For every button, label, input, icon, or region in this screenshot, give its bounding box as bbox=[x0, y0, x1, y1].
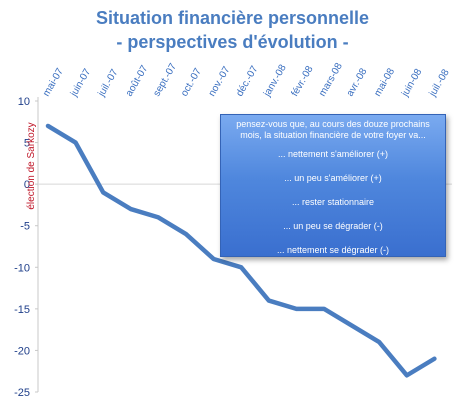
y-tick-label: -5 bbox=[20, 221, 30, 233]
answer-option: ... un peu s'améliorer (+) bbox=[284, 173, 382, 183]
x-tick-label: mai-07 bbox=[41, 66, 66, 98]
y-tick-label: -10 bbox=[14, 262, 30, 274]
chart-subtitle: - perspectives d'évolution - bbox=[116, 32, 349, 52]
y-tick-label: -15 bbox=[14, 304, 30, 316]
x-tick-label: oct.-07 bbox=[179, 66, 204, 98]
y-tick-label: -20 bbox=[14, 345, 30, 357]
x-tick-label: févr.-08 bbox=[289, 64, 315, 99]
answer-option: ... nettement se dégrader (-) bbox=[276, 245, 390, 255]
x-tick-label: janv.-08 bbox=[261, 62, 289, 99]
question-text: pensez-vous que, au cours des douze proc… bbox=[236, 119, 430, 140]
x-tick-label: juin-07 bbox=[68, 67, 93, 100]
x-tick-label: juin-08 bbox=[399, 67, 424, 100]
y-tick-label: 0 bbox=[24, 179, 30, 191]
y-tick-label: 10 bbox=[18, 96, 30, 108]
answer-option: ... nettement s'améliorer (+) bbox=[277, 149, 388, 159]
x-tick-label: août-07 bbox=[124, 63, 151, 98]
x-tick-label: juil.-08 bbox=[427, 67, 452, 99]
x-tick-label: mars-08 bbox=[317, 61, 345, 99]
question-box: pensez-vous que, au cours des douze proc… bbox=[220, 114, 446, 257]
answer-option: ... rester stationnaire bbox=[291, 197, 375, 207]
x-tick-label: juil.-07 bbox=[96, 67, 121, 99]
x-tick-label: déc.-07 bbox=[234, 64, 260, 99]
x-tick-label: nov.-07 bbox=[207, 64, 233, 98]
x-tick-label: sept.-07 bbox=[151, 61, 179, 98]
x-tick-label: avr.-08 bbox=[345, 66, 370, 98]
chart-title: Situation financière personnelle bbox=[95, 8, 370, 28]
y-tick-label: -25 bbox=[14, 387, 30, 399]
series-line bbox=[45, 123, 437, 378]
answer-option: ... un peu se dégrader (-) bbox=[283, 221, 383, 231]
annotation-label: élection de Sarkozy bbox=[26, 122, 37, 209]
y-tick-label: 5 bbox=[24, 138, 30, 150]
x-tick-label: mai-08 bbox=[372, 66, 397, 98]
